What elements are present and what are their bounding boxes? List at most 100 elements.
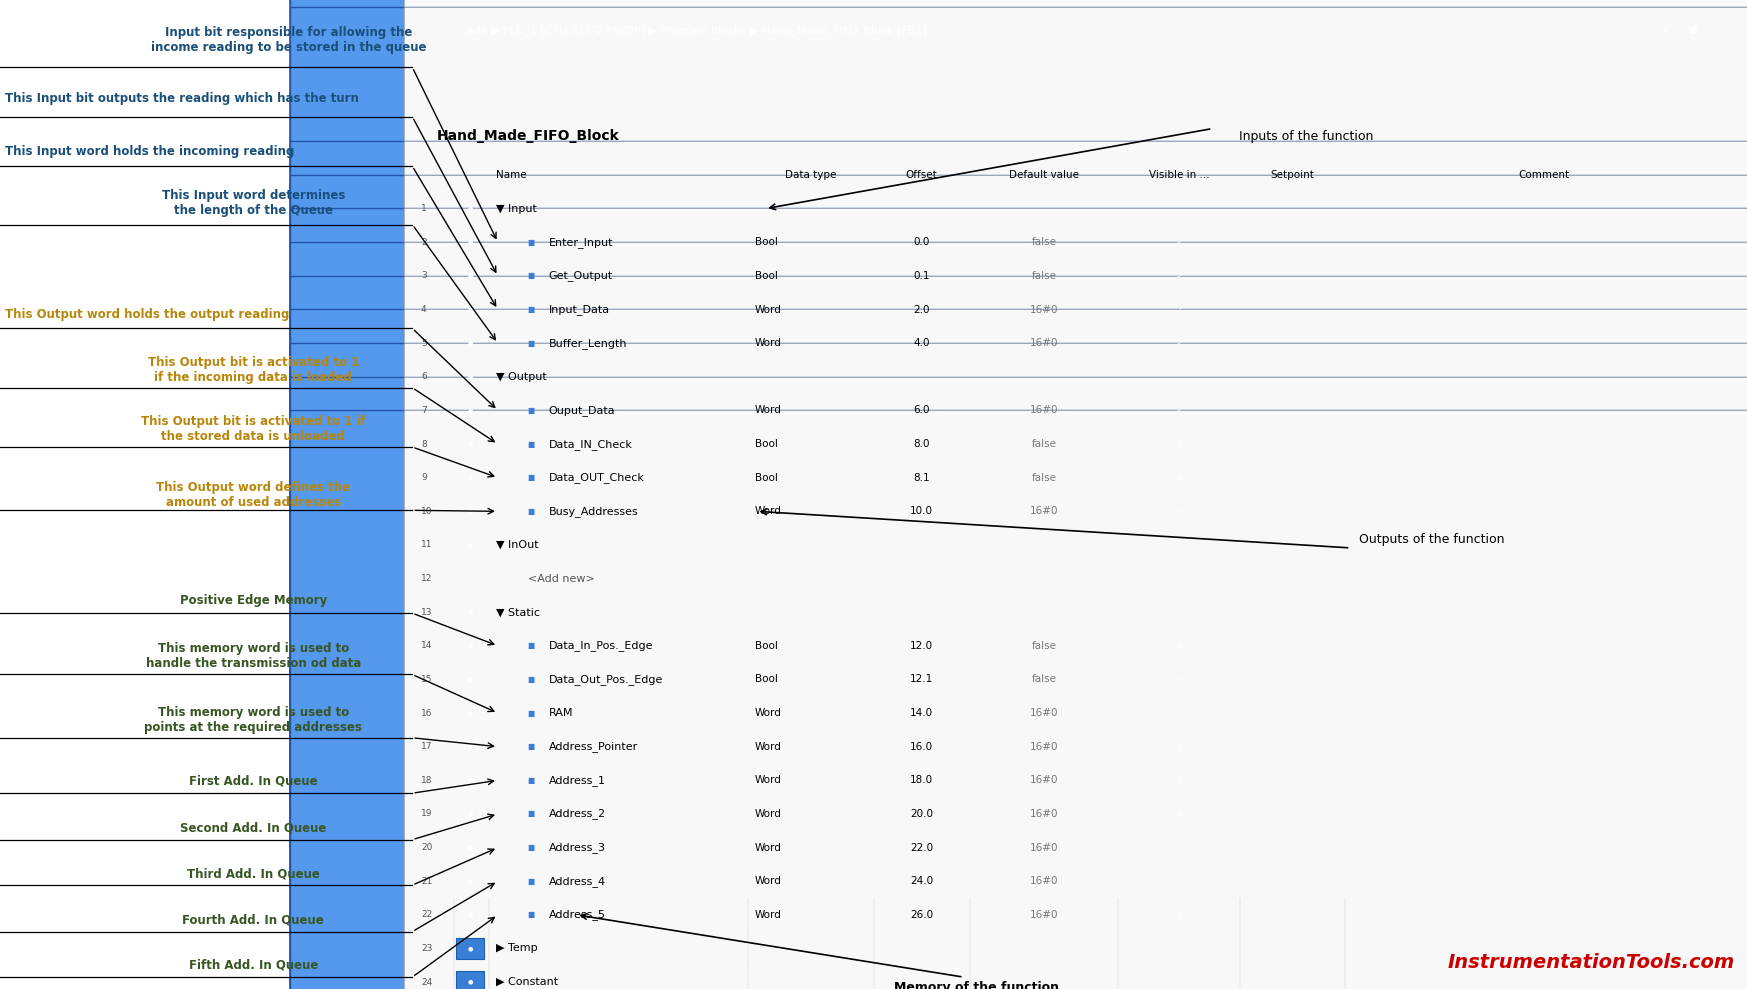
FancyBboxPatch shape [484,222,877,364]
Text: Data type: Data type [784,169,837,180]
Text: 23: 23 [421,944,433,953]
Text: ■: ■ [528,439,535,449]
Text: Word: Word [755,708,781,718]
FancyBboxPatch shape [416,394,1744,427]
FancyBboxPatch shape [416,5,1744,56]
FancyBboxPatch shape [404,276,1747,989]
Text: ■: ■ [528,843,535,853]
Text: 0.1: 0.1 [914,271,929,281]
Text: 21: 21 [421,876,433,886]
Text: 13: 13 [421,607,433,617]
FancyBboxPatch shape [290,242,1747,989]
Text: 6: 6 [421,372,426,382]
Text: 16#0: 16#0 [1029,338,1059,348]
FancyBboxPatch shape [290,0,1747,848]
Text: ●: ● [466,811,473,817]
Text: 24.0: 24.0 [910,876,933,886]
Text: 10: 10 [421,506,433,516]
Text: ☰☰  ✖✖  ⇨⇩  ◄  ►►►►  ↺↻  ☰☰☰  ↖↗  ☰☰☰  ⇄  ☰☰: ☰☰ ✖✖ ⇨⇩ ◄ ►►►► ↺↻ ☰☰☰ ↖↗ ☰☰☰ ⇄ ☰☰ [809,81,1085,91]
FancyBboxPatch shape [416,461,1744,494]
Text: This Output bit is activated to 1 if
the stored data is unloaded: This Output bit is activated to 1 if the… [142,415,365,443]
Text: Name: Name [496,169,528,180]
Text: 12.1: 12.1 [910,674,933,684]
FancyBboxPatch shape [456,265,484,287]
FancyBboxPatch shape [290,0,1747,747]
FancyBboxPatch shape [404,0,1747,915]
FancyBboxPatch shape [416,797,1744,831]
Text: 19: 19 [421,809,433,819]
FancyBboxPatch shape [416,5,447,56]
FancyBboxPatch shape [416,764,1744,797]
Text: RAM: RAM [549,708,573,718]
Text: ■: ■ [528,305,535,315]
Text: ■: ■ [528,708,535,718]
Text: ■: ■ [528,674,535,684]
Text: Address_Pointer: Address_Pointer [549,741,638,753]
Text: 16#0: 16#0 [1029,506,1059,516]
FancyBboxPatch shape [404,377,1747,989]
FancyBboxPatch shape [404,410,1747,989]
Text: ✓: ✓ [1176,876,1183,886]
FancyBboxPatch shape [456,198,484,220]
Text: ▶ Temp: ▶ Temp [496,944,538,953]
FancyBboxPatch shape [404,0,1747,780]
Text: Hand_Made_FIFO_Block: Hand_Made_FIFO_Block [437,130,620,143]
Text: Setpoint: Setpoint [1270,169,1315,180]
Text: Input bit responsible for allowing the
income reading to be stored in the queue: Input bit responsible for allowing the i… [150,26,426,53]
Text: ...ade ▶ PLC_1 [CPU 315-2 PN/DP] ▶ Program blocks ▶ Hand_Made_FIFO_Block [FB1]: ...ade ▶ PLC_1 [CPU 315-2 PN/DP] ▶ Progr… [456,25,928,37]
Text: Third Add. In Queue: Third Add. In Queue [187,867,320,881]
FancyBboxPatch shape [290,7,1747,989]
Text: ●: ● [466,744,473,750]
Text: Ouput_Data: Ouput_Data [549,405,615,416]
Text: Inputs of the function: Inputs of the function [1239,130,1373,143]
Text: false: false [1031,473,1057,483]
FancyBboxPatch shape [456,400,484,421]
Text: 10.0: 10.0 [910,506,933,516]
Text: 16#0: 16#0 [1029,910,1059,920]
Text: 14.0: 14.0 [910,708,933,718]
FancyBboxPatch shape [416,494,1744,528]
Text: ▼ Input: ▼ Input [496,204,536,214]
FancyBboxPatch shape [404,0,1747,747]
FancyBboxPatch shape [456,366,484,388]
Text: false: false [1031,674,1057,684]
Text: ✓: ✓ [1176,775,1183,785]
Text: 12.0: 12.0 [910,641,933,651]
FancyBboxPatch shape [290,276,1747,989]
Text: 2.0: 2.0 [914,305,929,315]
Text: ●: ● [466,945,473,951]
FancyBboxPatch shape [404,0,1747,848]
Text: Bool: Bool [755,674,777,684]
Text: ●: ● [466,374,473,380]
Text: ●: ● [466,508,473,514]
Text: ■: ■ [528,237,535,247]
FancyBboxPatch shape [416,730,1744,764]
FancyBboxPatch shape [404,0,1747,982]
Text: 8.1: 8.1 [914,473,929,483]
Text: ■: ■ [528,910,535,920]
Text: ●: ● [466,609,473,615]
Text: 11: 11 [421,540,433,550]
FancyBboxPatch shape [456,534,484,556]
Text: ●: ● [466,340,473,346]
Text: 16#0: 16#0 [1029,775,1059,785]
Text: 4.0: 4.0 [914,338,929,348]
Text: Word: Word [755,405,781,415]
Text: ■: ■ [528,338,535,348]
Text: Word: Word [755,809,781,819]
Text: ●: ● [466,407,473,413]
FancyBboxPatch shape [456,702,484,724]
Text: Address_5: Address_5 [549,909,606,921]
Text: Default value: Default value [1008,169,1080,180]
Text: Bool: Bool [755,439,777,449]
Text: ✓: ✓ [1176,742,1183,752]
Text: false: false [1031,237,1057,247]
FancyBboxPatch shape [456,669,484,690]
Text: ■: ■ [528,405,535,415]
Text: 18.0: 18.0 [910,775,933,785]
FancyBboxPatch shape [290,0,1747,780]
Text: ■: ■ [528,775,535,785]
Text: Data_Out_Pos._Edge: Data_Out_Pos._Edge [549,674,662,685]
FancyBboxPatch shape [1681,19,1705,43]
FancyBboxPatch shape [290,0,1747,982]
